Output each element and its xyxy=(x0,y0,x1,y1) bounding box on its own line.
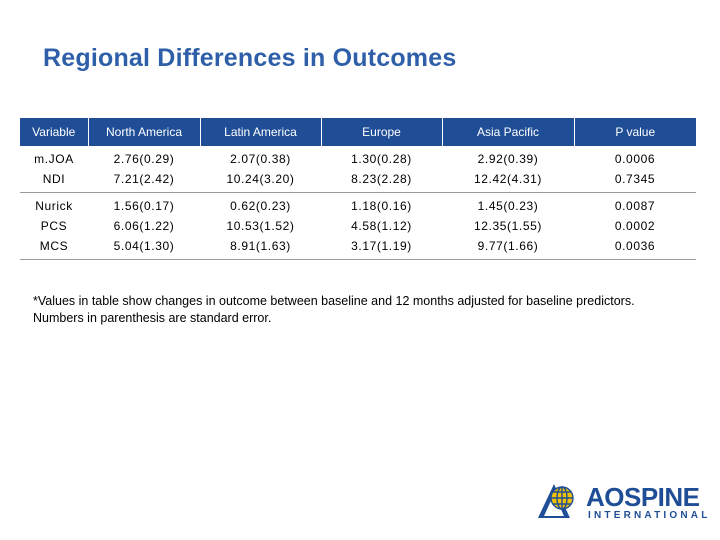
cell-value: 5.04(1.30) xyxy=(113,239,175,253)
logo-subtitle: INTERNATIONAL xyxy=(588,510,711,521)
latin-america-cell: 0.62(0.23) 10.53(1.52) 8.91(1.63) xyxy=(200,193,321,260)
cell-value: 0.62(0.23) xyxy=(230,199,291,213)
cell-value: Nurick xyxy=(35,199,73,213)
cell-value: m.JOA xyxy=(34,152,74,166)
p-value-cell: 0.0006 0.7345 xyxy=(574,146,696,193)
cell-value: 0.0087 xyxy=(614,199,656,213)
cell-value: 2.76(0.29) xyxy=(113,152,175,166)
cell-value: 3.17(1.19) xyxy=(351,239,412,253)
europe-cell: 1.18(0.16) 4.58(1.12) 3.17(1.19) xyxy=(321,193,442,260)
slide-title: Regional Differences in Outcomes xyxy=(43,44,457,72)
cell-value: PCS xyxy=(40,219,68,233)
cell-value: 1.45(0.23) xyxy=(477,199,539,213)
table-footnote: *Values in table show changes in outcome… xyxy=(33,294,635,325)
latin-america-cell: 2.07(0.38) 10.24(3.20) xyxy=(200,146,321,193)
cell-value: 12.35(1.55) xyxy=(474,219,542,233)
cell-value: 6.06(1.22) xyxy=(113,219,175,233)
header-europe: Europe xyxy=(321,118,443,146)
cell-value: 1.30(0.28) xyxy=(351,152,412,166)
outcomes-table: Variable North America Latin America Eur… xyxy=(20,118,696,260)
cell-value: 8.91(1.63) xyxy=(230,239,291,253)
cell-value: 0.0002 xyxy=(614,219,656,233)
cell-value: 4.58(1.12) xyxy=(351,219,412,233)
cell-value: 12.42(4.31) xyxy=(474,172,542,186)
globe-triangle-icon xyxy=(538,484,574,518)
cell-value: NDI xyxy=(42,172,66,186)
cell-value: 0.0006 xyxy=(614,152,656,166)
table-row: m.JOA NDI 2.76(0.29) 7.21(2.42) 2.07(0.3… xyxy=(20,146,696,193)
table-header-row: Variable North America Latin America Eur… xyxy=(20,118,696,146)
cell-value: 10.53(1.52) xyxy=(226,219,295,233)
logo-wordmark: AOSPINE xyxy=(586,482,700,512)
cell-value: 0.0036 xyxy=(614,239,656,253)
p-value-cell: 0.0087 0.0002 0.0036 xyxy=(574,193,696,260)
header-variable: Variable xyxy=(20,118,89,146)
cell-value: 1.56(0.17) xyxy=(113,199,175,213)
cell-value: 1.18(0.16) xyxy=(351,199,412,213)
cell-value: 9.77(1.66) xyxy=(477,239,539,253)
cell-value: 8.23(2.28) xyxy=(351,172,412,186)
north-america-cell: 2.76(0.29) 7.21(2.42) xyxy=(88,146,200,193)
asia-pacific-cell: 2.92(0.39) 12.42(4.31) xyxy=(442,146,574,193)
cell-value: 2.07(0.38) xyxy=(230,152,291,166)
europe-cell: 1.30(0.28) 8.23(2.28) xyxy=(321,146,442,193)
cell-value: 0.7345 xyxy=(614,172,656,186)
header-north-america: North America xyxy=(88,118,201,146)
header-p-value: P value xyxy=(574,118,696,146)
north-america-cell: 1.56(0.17) 6.06(1.22) 5.04(1.30) xyxy=(88,193,200,260)
header-latin-america: Latin America xyxy=(200,118,322,146)
aospine-logo: AOSPINE INTERNATIONAL xyxy=(536,482,707,522)
cell-value: 10.24(3.20) xyxy=(226,172,295,186)
variable-cell: Nurick PCS MCS xyxy=(20,193,88,260)
cell-value: 2.92(0.39) xyxy=(477,152,539,166)
header-asia-pacific: Asia Pacific xyxy=(442,118,575,146)
variable-cell: m.JOA NDI xyxy=(20,146,88,193)
cell-value: MCS xyxy=(39,239,69,253)
cell-value: 7.21(2.42) xyxy=(113,172,175,186)
asia-pacific-cell: 1.45(0.23) 12.35(1.55) 9.77(1.66) xyxy=(442,193,574,260)
table-row: Nurick PCS MCS 1.56(0.17) 6.06(1.22) 5.0… xyxy=(20,193,696,260)
